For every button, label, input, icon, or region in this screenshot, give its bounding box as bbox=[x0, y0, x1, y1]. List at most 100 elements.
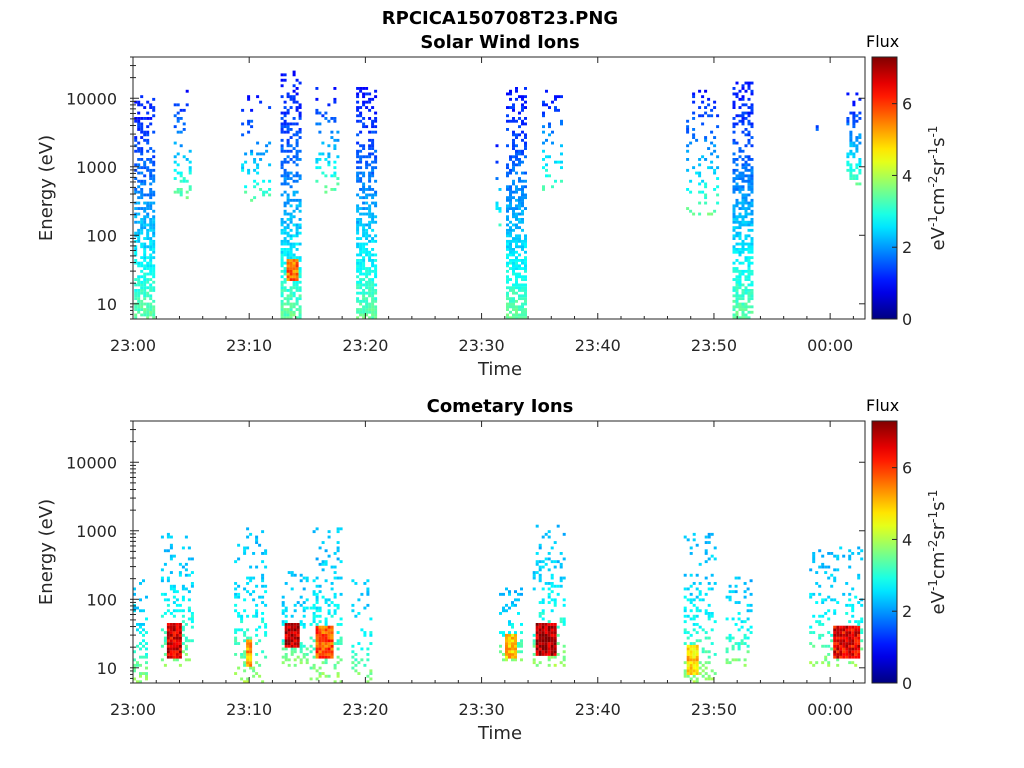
heatmap-cell bbox=[359, 218, 363, 221]
heatmap-cell bbox=[550, 628, 554, 632]
heatmap-cell bbox=[371, 316, 375, 320]
heatmap-cell bbox=[145, 674, 148, 678]
heatmap-cell bbox=[512, 196, 515, 200]
heatmap-cell bbox=[506, 204, 509, 208]
heatmap-cell bbox=[732, 228, 736, 232]
heatmap-cell bbox=[327, 535, 331, 539]
heatmap-cell bbox=[133, 650, 136, 654]
heatmap-cell bbox=[553, 636, 557, 640]
heatmap-cell bbox=[827, 609, 831, 613]
heatmap-cell bbox=[514, 658, 517, 662]
heatmap-cell bbox=[521, 108, 524, 112]
heatmap-cell bbox=[283, 231, 287, 235]
heatmap-cell bbox=[514, 639, 517, 643]
heatmap-cell bbox=[368, 278, 372, 281]
heatmap-cell bbox=[550, 655, 554, 659]
heatmap-cell bbox=[292, 256, 296, 260]
heatmap-cell bbox=[521, 185, 524, 189]
heatmap-cell bbox=[737, 658, 741, 662]
heatmap-cell bbox=[692, 666, 696, 670]
heatmap-cell bbox=[695, 672, 699, 675]
heatmap-cell bbox=[302, 606, 306, 610]
heatmap-cell bbox=[149, 297, 153, 301]
heatmap-cell bbox=[351, 666, 355, 670]
heatmap-cell bbox=[289, 95, 293, 99]
heatmap-cell bbox=[295, 242, 299, 246]
heatmap-cell bbox=[359, 248, 363, 251]
heatmap-cell bbox=[741, 198, 745, 202]
heatmap-cell bbox=[746, 603, 750, 607]
heatmap-cell bbox=[286, 313, 290, 317]
heatmap-cell bbox=[169, 639, 173, 643]
heatmap-cell bbox=[515, 275, 518, 279]
x-tick-label: 23:40 bbox=[575, 700, 621, 719]
heatmap-cell bbox=[505, 633, 508, 637]
heatmap-cell bbox=[535, 562, 539, 566]
heatmap-cell bbox=[741, 316, 745, 320]
heatmap-cell bbox=[524, 308, 527, 311]
heatmap-cell bbox=[520, 650, 523, 654]
heatmap-cell bbox=[538, 612, 542, 615]
heatmap-cell bbox=[553, 598, 557, 602]
heatmap-cell bbox=[505, 650, 508, 654]
heatmap-cell bbox=[152, 209, 156, 213]
heatmap-cell bbox=[357, 612, 361, 615]
heatmap-cell bbox=[359, 250, 363, 254]
heatmap-cell bbox=[330, 587, 334, 591]
heatmap-cell bbox=[137, 207, 141, 210]
heatmap-cell bbox=[134, 316, 138, 320]
heatmap-cell bbox=[333, 117, 337, 120]
heatmap-cell bbox=[848, 625, 852, 629]
heatmap-cell bbox=[292, 280, 296, 284]
heatmap-cell bbox=[692, 674, 696, 678]
heatmap-cell bbox=[289, 198, 293, 202]
heatmap-cell bbox=[857, 546, 861, 550]
heatmap-cell bbox=[509, 185, 512, 189]
heatmap-cell bbox=[741, 272, 745, 276]
heatmap-cell bbox=[163, 653, 167, 656]
heatmap-cell bbox=[289, 158, 293, 161]
heatmap-cell bbox=[295, 100, 299, 104]
heatmap-cell bbox=[324, 661, 328, 665]
heatmap-cell bbox=[857, 552, 861, 555]
heatmap-cell bbox=[515, 237, 518, 240]
heatmap-cell bbox=[732, 299, 736, 303]
heatmap-cell bbox=[324, 617, 328, 621]
heatmap-cell bbox=[833, 639, 837, 643]
heatmap-cell bbox=[506, 291, 509, 295]
heatmap-cell bbox=[166, 609, 170, 613]
heatmap-cell bbox=[166, 633, 170, 637]
heatmap-cell bbox=[298, 111, 302, 115]
heatmap-cell bbox=[744, 163, 748, 167]
heatmap-cell bbox=[302, 653, 306, 656]
heatmap-cell bbox=[286, 196, 290, 200]
heatmap-cell bbox=[283, 168, 287, 172]
heatmap-cell bbox=[505, 658, 508, 662]
heatmap-cell bbox=[535, 552, 539, 555]
heatmap-cell bbox=[318, 546, 322, 550]
heatmap-cell bbox=[356, 160, 360, 164]
heatmap-cell bbox=[312, 647, 316, 651]
heatmap-cell bbox=[327, 598, 331, 602]
heatmap-cell bbox=[286, 174, 290, 178]
heatmap-cell bbox=[283, 100, 287, 104]
heatmap-cell bbox=[710, 573, 714, 577]
heatmap-cell bbox=[515, 215, 518, 219]
heatmap-cell bbox=[732, 190, 736, 194]
heatmap-cell bbox=[744, 220, 748, 224]
heatmap-cell bbox=[333, 552, 337, 555]
heatmap-cell bbox=[854, 639, 858, 643]
heatmap-cell bbox=[747, 130, 751, 134]
heatmap-cell bbox=[309, 636, 313, 640]
heatmap-cell bbox=[740, 642, 744, 645]
heatmap-cell bbox=[366, 587, 370, 591]
heatmap-cell bbox=[553, 653, 557, 656]
heatmap-cell bbox=[249, 663, 253, 667]
heatmap-cell bbox=[707, 541, 711, 544]
heatmap-cell bbox=[505, 644, 508, 648]
heatmap-cell bbox=[172, 644, 176, 648]
heatmap-cell bbox=[262, 152, 266, 156]
heatmap-cell bbox=[839, 631, 843, 634]
heatmap-cell bbox=[172, 590, 176, 594]
heatmap-cell bbox=[374, 204, 378, 208]
